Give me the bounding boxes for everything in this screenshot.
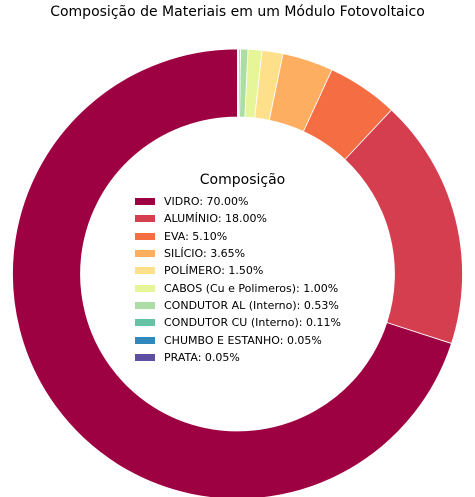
legend-swatch <box>135 198 155 206</box>
legend-swatch <box>135 336 155 344</box>
legend-item: CONDUTOR CU (Interno): 0.11% <box>135 314 350 331</box>
legend-swatch <box>135 250 155 258</box>
legend-label: CONDUTOR AL (Interno): 0.53% <box>164 298 339 312</box>
legend-swatch <box>135 215 155 223</box>
legend-label: SILÍCIO: 3.65% <box>164 247 246 261</box>
legend-label: CONDUTOR CU (Interno): 0.11% <box>164 316 341 330</box>
legend-item: PRATA: 0.05% <box>135 349 350 366</box>
legend-item: POLÍMERO: 1.50% <box>135 262 350 279</box>
legend-swatch <box>135 353 155 361</box>
legend-label: PRATA: 0.05% <box>164 350 240 364</box>
legend-label: CABOS (Cu e Polimeros): 1.00% <box>164 281 339 295</box>
legend-label: CHUMBO E ESTANHO: 0.05% <box>164 333 322 347</box>
legend-item: CABOS (Cu e Polimeros): 1.00% <box>135 279 350 296</box>
legend-item: CHUMBO E ESTANHO: 0.05% <box>135 331 350 348</box>
legend-swatch <box>135 267 155 275</box>
legend-swatch <box>135 301 155 309</box>
legend-label: VIDRO: 70.00% <box>164 195 249 209</box>
legend: Composição VIDRO: 70.00% ALUMÍNIO: 18.00%… <box>135 172 350 366</box>
legend-item: CONDUTOR AL (Interno): 0.53% <box>135 297 350 314</box>
legend-item: EVA: 5.10% <box>135 228 350 245</box>
legend-label: ALUMÍNIO: 18.00% <box>164 212 267 226</box>
legend-item: ALUMÍNIO: 18.00% <box>135 210 350 227</box>
chart-title: Composição de Materiais em um Módulo Fot… <box>50 4 425 20</box>
legend-item: SILÍCIO: 3.65% <box>135 245 350 262</box>
legend-swatch <box>135 232 155 240</box>
legend-swatch <box>135 284 155 292</box>
donut-slice-1 <box>344 109 463 344</box>
legend-label: EVA: 5.10% <box>164 229 228 243</box>
legend-items: VIDRO: 70.00% ALUMÍNIO: 18.00% EVA: 5.10% S… <box>135 193 350 366</box>
legend-swatch <box>135 319 155 327</box>
legend-title: Composição <box>199 172 286 188</box>
legend-label: POLÍMERO: 1.50% <box>164 264 264 278</box>
legend-item: VIDRO: 70.00% <box>135 193 350 210</box>
donut-slice-9 <box>237 48 239 118</box>
donut-slice-0 <box>12 48 453 497</box>
